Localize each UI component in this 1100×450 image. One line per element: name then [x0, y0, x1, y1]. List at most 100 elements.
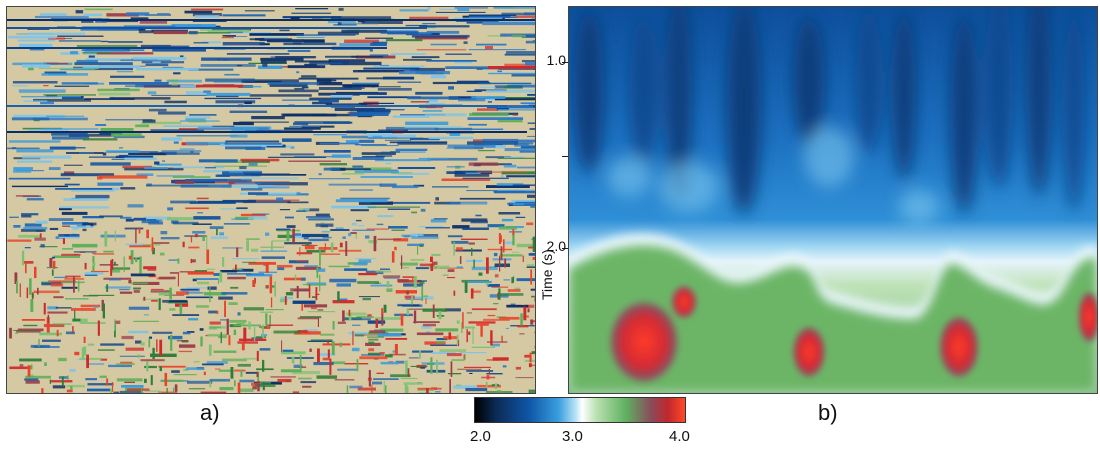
texture-streak — [358, 259, 372, 263]
texture-speckle — [512, 231, 515, 246]
texture-speckle — [513, 276, 515, 283]
texture-streak — [309, 97, 352, 100]
texture-streak — [442, 274, 449, 276]
texture-streak — [86, 363, 105, 365]
texture-streak — [40, 244, 45, 248]
texture-streak — [46, 115, 85, 117]
texture-speckle — [9, 327, 12, 339]
texture-streak — [258, 186, 290, 189]
texture-streak — [133, 287, 141, 290]
texture-streak — [21, 228, 46, 232]
texture-streak — [294, 121, 351, 124]
texture-streak — [410, 365, 428, 367]
texture-streak — [255, 182, 289, 185]
texture-speckle — [151, 245, 154, 252]
texture-streak — [429, 265, 450, 269]
texture-streak — [456, 384, 462, 386]
texture-streak — [85, 378, 97, 381]
texture-streak — [410, 101, 429, 103]
texture-streak — [318, 173, 322, 176]
texture-streak — [357, 108, 391, 113]
texture-streak — [18, 234, 42, 238]
texture-speckle — [316, 266, 319, 278]
texture-streak — [287, 201, 309, 204]
texture-streak — [439, 349, 467, 352]
texture-streak — [111, 133, 142, 137]
texture-streak — [292, 391, 299, 393]
texture-streak — [116, 70, 134, 73]
texture-streak — [456, 247, 463, 251]
texture-streak — [48, 167, 61, 170]
texture-streak — [354, 334, 364, 337]
texture-streak — [445, 66, 506, 69]
texture-streak — [322, 357, 331, 361]
texture-streak — [312, 296, 316, 298]
texture-speckle — [56, 329, 59, 337]
texture-streak — [308, 218, 334, 221]
texture-speckle — [226, 318, 229, 335]
texture-streak — [444, 308, 461, 312]
texture-streak — [256, 368, 274, 371]
texture-speckle — [407, 386, 409, 393]
texture-streak — [284, 127, 321, 130]
texture-streak — [248, 62, 287, 64]
texture-speckle — [228, 335, 231, 346]
texture-streak — [35, 220, 48, 224]
texture-streak — [328, 183, 382, 186]
texture-streak — [213, 350, 237, 353]
texture-streak — [329, 278, 357, 283]
texture-streak — [522, 60, 535, 63]
texture-streak — [527, 135, 535, 137]
texture-streak — [462, 177, 509, 179]
texture-streak — [340, 87, 365, 89]
texture-speckle — [70, 386, 73, 390]
texture-streak — [185, 292, 204, 294]
texture-streak — [485, 282, 490, 286]
texture-streak — [525, 62, 535, 66]
texture-streak — [353, 70, 405, 73]
texture-streak — [124, 167, 184, 171]
texture-streak — [283, 277, 302, 281]
texture-streak — [400, 114, 446, 116]
texture-streak — [105, 119, 153, 121]
texture-streak — [472, 290, 481, 293]
texture-streak — [499, 254, 523, 257]
field-light-patch — [804, 127, 854, 187]
texture-streak — [500, 175, 504, 179]
texture-streak — [135, 340, 142, 344]
texture-streak — [377, 88, 412, 91]
texture-streak — [260, 250, 288, 252]
texture-speckle — [498, 288, 501, 300]
texture-streak — [121, 335, 134, 340]
texture-streak — [260, 57, 304, 61]
texture-streak — [158, 292, 173, 296]
texture-streak — [50, 283, 64, 287]
texture-streak — [120, 187, 136, 190]
texture-streak — [90, 270, 109, 273]
texture-streak — [439, 8, 458, 10]
texture-streak — [339, 298, 348, 302]
field-dark-band — [1026, 7, 1052, 197]
texture-streak — [126, 12, 150, 16]
texture-streak — [135, 124, 149, 128]
texture-streak — [84, 8, 113, 11]
texture-streak — [397, 279, 409, 283]
texture-streak — [397, 167, 436, 169]
texture-streak — [72, 227, 79, 230]
texture-streak — [115, 155, 154, 158]
texture-streak — [528, 246, 533, 249]
texture-speckle — [148, 338, 151, 348]
texture-streak — [382, 275, 401, 278]
texture-streak — [99, 132, 123, 135]
texture-speckle — [27, 365, 31, 377]
texture-streak — [248, 192, 269, 195]
texture-streak — [303, 329, 318, 331]
texture-streak — [111, 158, 137, 160]
texture-streak — [424, 341, 446, 345]
texture-streak — [296, 191, 301, 195]
texture-streak — [337, 321, 346, 324]
texture-streak — [7, 239, 32, 242]
texture-streak — [240, 158, 280, 162]
texture-streak — [100, 343, 125, 346]
texture-streak — [13, 167, 33, 170]
